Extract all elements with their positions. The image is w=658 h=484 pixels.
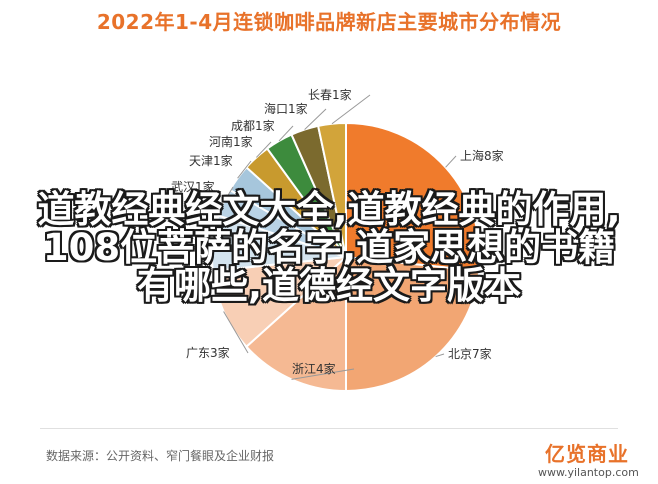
slice-label-henan: 河南1家 xyxy=(209,134,253,149)
slice-label-shanghai: 上海8家 xyxy=(460,148,504,163)
slice-label-changchun: 长春1家 xyxy=(308,87,352,102)
slice-label-beijing: 北京7家 xyxy=(448,346,492,361)
pie-slices xyxy=(211,121,481,393)
slice-label-guangdong: 广东3家 xyxy=(186,345,230,360)
leader-line-chengdu xyxy=(278,125,294,142)
leader-lines xyxy=(212,94,457,380)
data-source: 数据来源：公开资料、窄门餐眼及企业财报 xyxy=(46,449,275,463)
leader-line-guangdong xyxy=(223,311,249,354)
pie-slice-beijing xyxy=(345,255,481,393)
overlay-text-line-2: 108位菩萨的名字,道家思想的书籍 xyxy=(42,226,616,269)
slice-label-wuhan: 武汉1家 xyxy=(171,179,215,194)
leader-line-jiangsu xyxy=(212,235,233,244)
leader-line-shanghai xyxy=(445,155,457,168)
leader-line-tianjin xyxy=(237,160,252,179)
overlay-text-line-1: 道教经典经文大全,道教经典的作用, xyxy=(37,188,621,231)
slice-label-zhejiang: 浙江4家 xyxy=(292,361,336,376)
slice-label-jiangsu: 江苏2家 xyxy=(170,228,214,243)
leader-line-wuhan xyxy=(223,186,234,203)
slice-label-tianjin: 天津1家 xyxy=(189,153,233,168)
leader-line-henan xyxy=(255,141,272,158)
footer-divider xyxy=(40,428,618,429)
slice-label-chengdu: 成都1家 xyxy=(231,118,275,133)
slice-label-haikou: 海口1家 xyxy=(264,101,308,116)
overlay-text-line-3: 有哪些,道德经文字版本 xyxy=(136,264,522,307)
chart-title: 2022年1-4月连锁咖啡品牌新店主要城市分布情况 xyxy=(96,10,562,34)
leader-line-beijing xyxy=(435,353,445,358)
leader-line-zhejiang xyxy=(291,368,355,380)
brand-site: www.yilantop.com xyxy=(538,466,639,479)
leader-line-changchun xyxy=(331,94,371,125)
leader-line-haikou xyxy=(304,108,327,130)
brand-logo: 亿览商业 xyxy=(545,442,629,466)
